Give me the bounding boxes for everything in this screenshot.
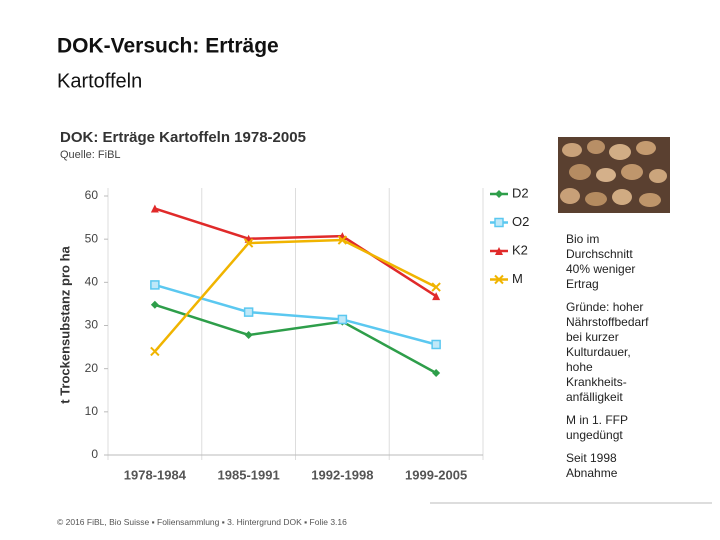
footer-separator: ▪ [219, 517, 227, 527]
footer-item: © 2016 FiBL, Bio Suisse [57, 517, 150, 527]
note-text: Bio im [566, 232, 599, 246]
marker [432, 368, 441, 377]
note-text: Gründe: hoher [566, 300, 643, 314]
note-text: anfälligkeit [566, 390, 623, 404]
potato-photo [558, 137, 670, 213]
footer-separator: ▪ [149, 517, 157, 527]
x-tick-label: 1992-1998 [311, 467, 373, 482]
y-tick-label: 30 [85, 318, 99, 332]
note-text: hohe [566, 360, 593, 374]
marker [150, 204, 159, 213]
note-text: Ertrag [566, 277, 599, 291]
footer: © 2016 FiBL, Bio Suisse ▪ Foliensammlung… [57, 517, 347, 527]
chart-title: DOK: Erträge Kartoffeln 1978-2005 [60, 129, 306, 146]
marker [337, 314, 348, 325]
note-text: Seit 1998 [566, 451, 617, 465]
marker [495, 190, 503, 198]
x-tick-label: 1999-2005 [405, 467, 467, 482]
y-tick-label: 0 [91, 447, 98, 461]
legend-label: M [512, 271, 523, 286]
footer-item: Foliensammlung [157, 517, 220, 527]
legend-label: K2 [512, 242, 528, 257]
legend-label: O2 [512, 214, 529, 229]
y-tick-label: 10 [85, 404, 99, 418]
note-text: Nährstoffbedarf [566, 315, 649, 329]
footer-item: 3. Hintergrund DOK [227, 517, 302, 527]
marker [431, 339, 441, 350]
note-text: Durchschnitt [566, 247, 633, 261]
marker [150, 280, 160, 290]
note-text: M in 1. FFP [566, 413, 628, 427]
y-tick-label: 50 [85, 231, 99, 245]
note-text: bei kurzer [566, 330, 619, 344]
note-text: 40% weniger [566, 262, 635, 276]
footer-item: Folie 3.16 [310, 517, 348, 527]
x-tick-label: 1985-1991 [218, 467, 280, 482]
marker [494, 217, 504, 228]
series-line [154, 207, 437, 298]
y-tick-label: 40 [85, 275, 99, 289]
note-text: Krankheits- [566, 375, 627, 389]
y-tick-label: 60 [85, 188, 99, 202]
marker [432, 292, 441, 301]
marker [243, 307, 254, 317]
series-line [153, 238, 437, 353]
note-text: Abnahme [566, 466, 618, 480]
footer-separator: ▪ [302, 517, 310, 527]
y-axis-label: t Trockensubstanz pro ha [57, 245, 72, 403]
legend-label: D2 [512, 185, 529, 200]
marker [150, 300, 159, 309]
slide-subtitle: Kartoffeln [57, 70, 142, 92]
marker [243, 238, 254, 248]
marker [495, 247, 503, 255]
y-tick-label: 20 [85, 361, 99, 375]
marker [337, 235, 348, 245]
slide-title: DOK-Versuch: Erträge [57, 35, 279, 58]
x-tick-label: 1978-1984 [124, 467, 187, 482]
chart-source: Quelle: FiBL [60, 149, 121, 161]
marker [244, 330, 253, 339]
marker [431, 282, 441, 292]
note-text: Kulturdauer, [566, 345, 631, 359]
marker [494, 274, 504, 285]
series-line [154, 303, 437, 375]
note-text: ungedüngt [566, 428, 623, 442]
marker [150, 346, 160, 357]
